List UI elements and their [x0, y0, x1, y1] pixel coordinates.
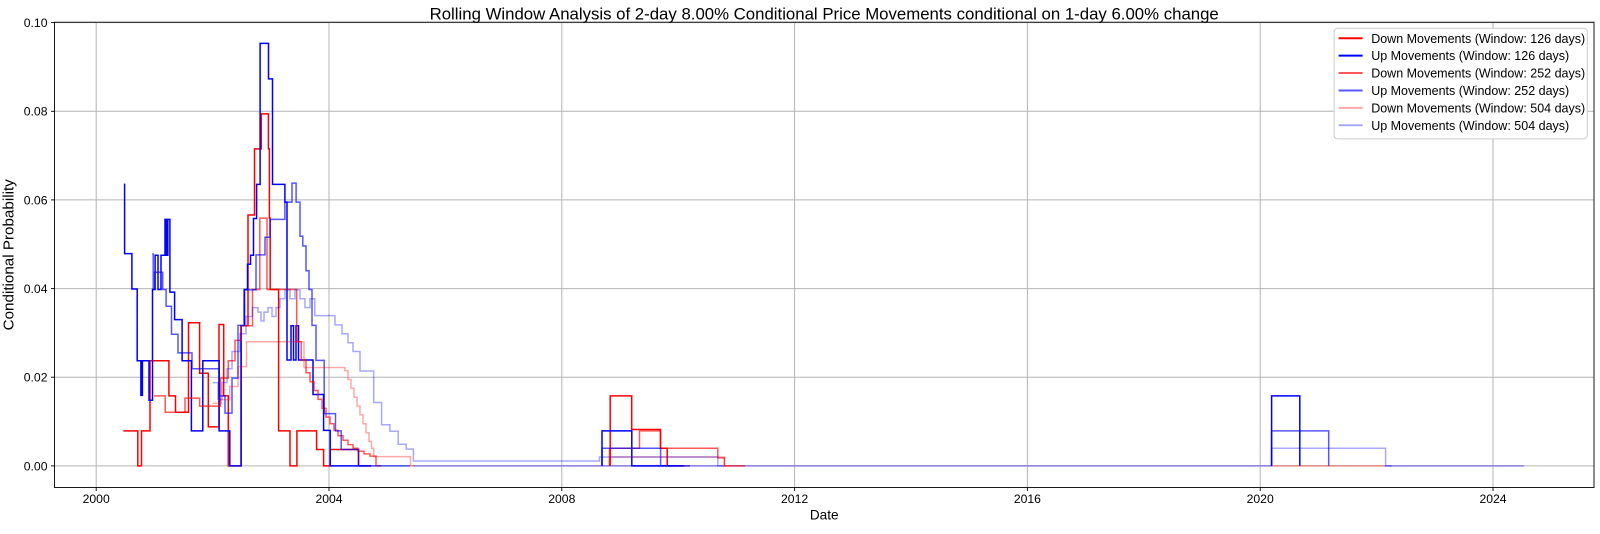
svg-text:Up Movements (Window: 126 days: Up Movements (Window: 126 days) [1371, 49, 1569, 63]
svg-text:Down Movements (Window: 126 da: Down Movements (Window: 126 days) [1371, 32, 1585, 46]
svg-text:0.06: 0.06 [24, 193, 48, 207]
svg-text:0.02: 0.02 [24, 371, 48, 385]
svg-text:2004: 2004 [315, 492, 342, 506]
svg-text:2020: 2020 [1247, 492, 1274, 506]
svg-text:Down Movements (Window: 252 da: Down Movements (Window: 252 days) [1371, 67, 1585, 81]
svg-text:0.04: 0.04 [24, 282, 48, 296]
svg-text:0.08: 0.08 [24, 105, 48, 119]
svg-text:0.00: 0.00 [24, 459, 48, 473]
svg-text:0.10: 0.10 [24, 16, 48, 30]
svg-text:2000: 2000 [83, 492, 110, 506]
svg-text:Down Movements (Window: 504 da: Down Movements (Window: 504 days) [1371, 102, 1585, 116]
svg-text:2024: 2024 [1479, 492, 1506, 506]
svg-text:2016: 2016 [1014, 492, 1041, 506]
svg-text:Up Movements (Window: 504 days: Up Movements (Window: 504 days) [1371, 119, 1569, 133]
svg-text:Date: Date [810, 508, 839, 523]
svg-text:2012: 2012 [781, 492, 808, 506]
svg-text:2008: 2008 [548, 492, 575, 506]
svg-text:Conditional Probability: Conditional Probability [1, 179, 18, 331]
svg-text:Up Movements (Window: 252 days: Up Movements (Window: 252 days) [1371, 84, 1569, 98]
svg-text:Rolling Window Analysis of 2-d: Rolling Window Analysis of 2-day 8.00% C… [430, 4, 1219, 23]
